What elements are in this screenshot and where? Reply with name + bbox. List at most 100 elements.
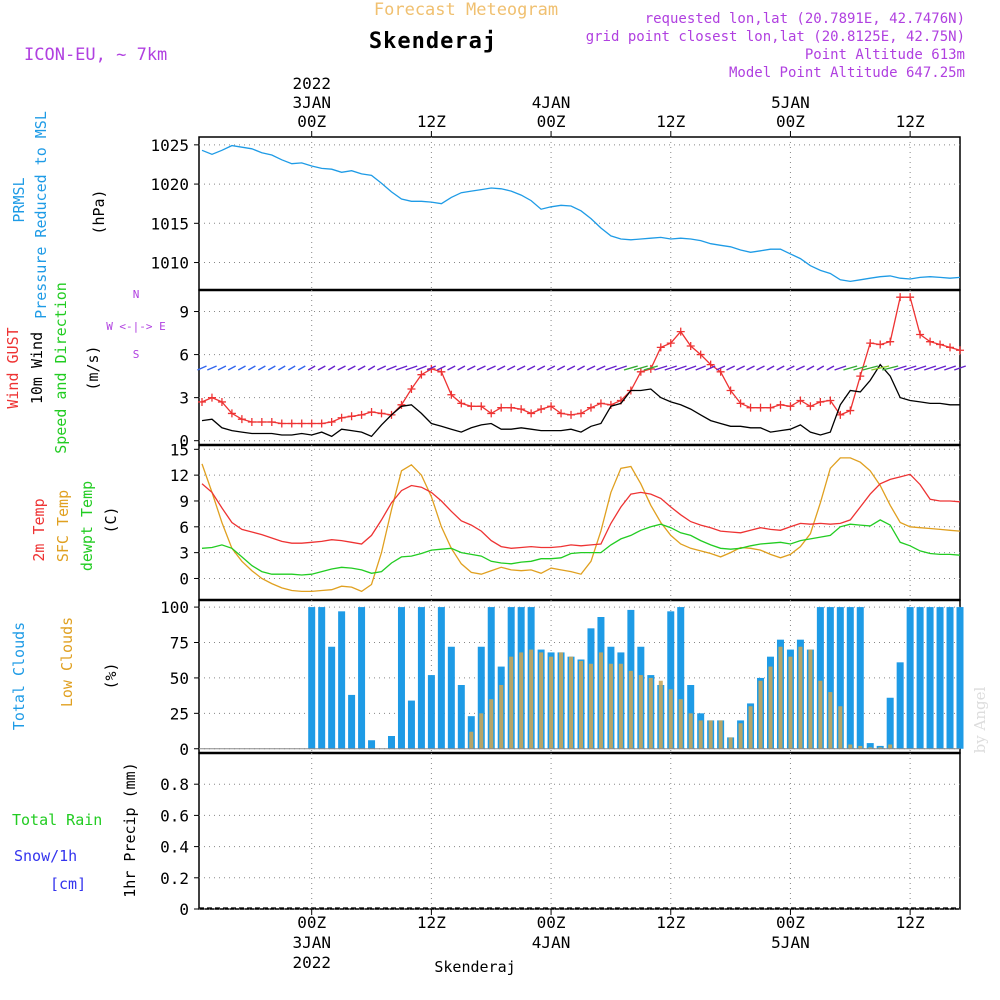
gust-marker bbox=[636, 367, 645, 376]
low-cloud-bar bbox=[828, 692, 833, 749]
point-altitude: Point Altitude 613m bbox=[805, 47, 965, 63]
wind-arrow bbox=[786, 365, 795, 371]
temp2m-line bbox=[201, 473, 961, 549]
snow-unit-label: [cm] bbox=[50, 875, 86, 893]
top-tick-label: 00Z bbox=[776, 112, 805, 131]
wind-arrow bbox=[605, 365, 617, 371]
gust-marker bbox=[487, 409, 496, 418]
y-tick-label: 1020 bbox=[150, 175, 189, 194]
low-clouds-label: Low Clouds bbox=[58, 617, 76, 707]
gust-marker bbox=[467, 402, 476, 411]
wind-arrow bbox=[871, 365, 890, 371]
wind-arrow bbox=[566, 365, 576, 371]
bottom-tick-label: 12Z bbox=[896, 913, 925, 932]
wind-arrow bbox=[903, 365, 917, 371]
low-cloud-bar bbox=[758, 680, 763, 749]
wind-arrow bbox=[944, 365, 957, 371]
panel-frame-0 bbox=[198, 136, 961, 291]
top-tick-label: 4JAN bbox=[532, 93, 571, 112]
gust-marker bbox=[517, 405, 526, 414]
total-cloud-bar bbox=[437, 607, 445, 749]
low-cloud-bar bbox=[728, 737, 733, 749]
total-cloud-bar bbox=[866, 743, 874, 749]
total-clouds-label: Total Clouds bbox=[10, 622, 28, 730]
wind-arrow bbox=[853, 365, 868, 371]
wind-arrow bbox=[933, 365, 947, 371]
wind-arrow bbox=[586, 365, 596, 371]
gust-marker bbox=[886, 337, 895, 346]
sfc-temp-line bbox=[201, 457, 961, 593]
model-label: ICON-EU, ~ 7km bbox=[24, 45, 167, 65]
total-cloud-bar bbox=[916, 607, 924, 749]
gust-marker bbox=[906, 293, 915, 302]
gust-marker bbox=[786, 402, 795, 411]
total-cloud-bar bbox=[826, 607, 834, 749]
wind-arrow bbox=[367, 365, 376, 371]
compass-we: W <-|-> E bbox=[106, 320, 166, 333]
low-cloud-bar bbox=[878, 747, 883, 749]
pressure-unit: (hPa) bbox=[90, 189, 108, 234]
total-cloud-bar bbox=[447, 646, 455, 749]
gust-marker bbox=[816, 397, 825, 406]
bottom-tick-label: 4JAN bbox=[532, 933, 571, 952]
gust-marker bbox=[956, 346, 964, 355]
wind-arrow bbox=[756, 365, 765, 371]
total-cloud-bar bbox=[308, 607, 316, 749]
wind-arrow bbox=[457, 365, 466, 371]
bottom-tick-label: 00Z bbox=[297, 913, 326, 932]
gust-marker bbox=[447, 390, 456, 399]
total-cloud-bar bbox=[487, 607, 495, 749]
wind-arrow bbox=[705, 365, 716, 371]
y-tick-label: 1015 bbox=[150, 214, 189, 233]
pressure-label-long: Pressure Reduced to MSL bbox=[32, 111, 50, 319]
top-tick-label: 3JAN bbox=[292, 93, 331, 112]
gust-marker bbox=[866, 339, 875, 348]
total-cloud-bar bbox=[387, 736, 395, 749]
wind-arrow bbox=[806, 365, 815, 371]
low-cloud-bar bbox=[658, 680, 663, 749]
total-cloud-bar bbox=[477, 646, 485, 749]
low-cloud-bar bbox=[848, 744, 853, 749]
pressure-label-short: PRMSL bbox=[10, 177, 28, 222]
location-title: Skenderaj bbox=[369, 29, 497, 54]
wind-arrow bbox=[405, 365, 418, 371]
top-tick-label: 12Z bbox=[417, 112, 446, 131]
gust-marker bbox=[257, 418, 266, 427]
wind-speed-line bbox=[201, 363, 960, 438]
wind-arrow bbox=[834, 365, 847, 371]
total-cloud-bar bbox=[318, 607, 326, 749]
y-tick-label: 0 bbox=[179, 432, 189, 451]
gust-marker bbox=[876, 340, 885, 349]
low-cloud-bar bbox=[868, 747, 873, 749]
temp2m-label: 2m Temp bbox=[30, 498, 48, 561]
total-cloud-bar bbox=[328, 646, 336, 749]
y-tick-label: 0.2 bbox=[160, 869, 189, 888]
dewpt-line bbox=[201, 519, 961, 576]
gust-marker bbox=[227, 409, 236, 418]
wind-arrow bbox=[954, 365, 966, 371]
compass-n: N bbox=[133, 288, 140, 301]
pressure-line bbox=[201, 144, 961, 283]
low-cloud-bar bbox=[529, 649, 534, 749]
wind-arrow bbox=[516, 365, 526, 371]
low-cloud-bar bbox=[768, 666, 773, 749]
low-cloud-bar bbox=[888, 744, 893, 749]
top-tick-label: 00Z bbox=[297, 112, 326, 131]
low-cloud-bar bbox=[489, 699, 494, 749]
low-cloud-bar bbox=[638, 675, 643, 749]
low-cloud-bar bbox=[718, 720, 723, 749]
wind-arrow bbox=[882, 365, 899, 371]
model-altitude: Model Point Altitude 647.25m bbox=[729, 65, 965, 81]
low-cloud-bar bbox=[808, 649, 813, 749]
bottom-tick-label: 00Z bbox=[537, 913, 566, 932]
wind-arrow bbox=[746, 365, 755, 371]
wind-arrow bbox=[357, 365, 366, 371]
y-tick-label: 3 bbox=[179, 389, 189, 408]
total-cloud-bar bbox=[846, 607, 854, 749]
low-cloud-bar bbox=[479, 713, 484, 749]
wind-arrow bbox=[776, 365, 785, 371]
low-cloud-bar bbox=[539, 652, 544, 749]
low-cloud-bar bbox=[499, 685, 504, 749]
gust-marker bbox=[756, 403, 765, 412]
